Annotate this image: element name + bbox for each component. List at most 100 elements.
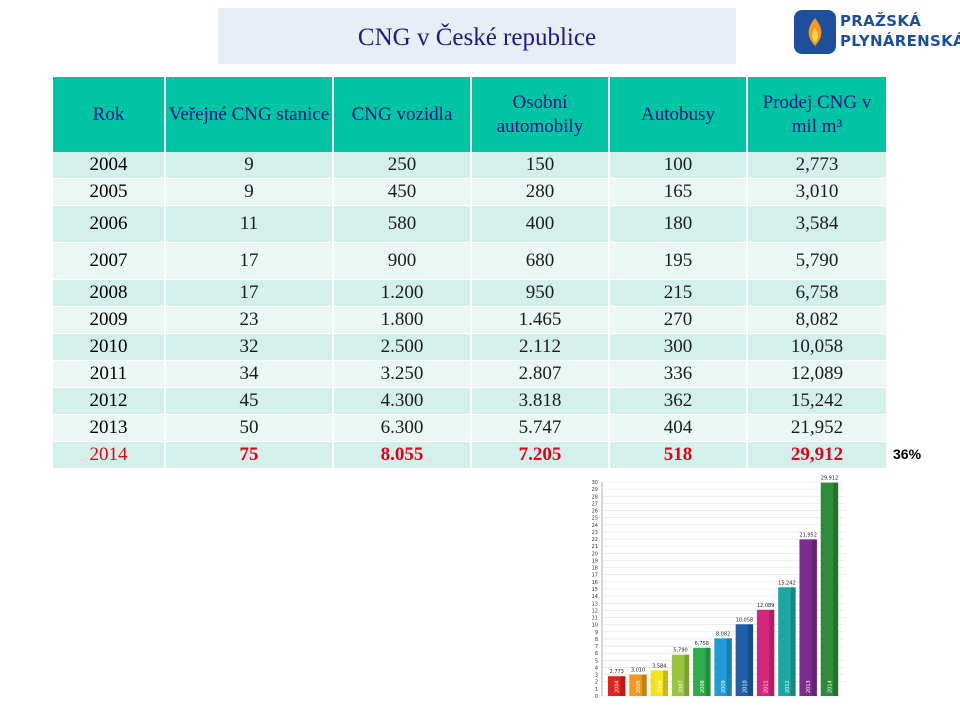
cell-year: 2005 <box>53 178 166 206</box>
bar-category-label: 2009 <box>721 680 727 693</box>
bar-value-label: 6,758 <box>695 641 709 647</box>
bar-category-label: 2007 <box>679 680 685 693</box>
cell-sales: 3,010 <box>747 178 886 206</box>
table-row: 2006 11 580 400 180 3,584 <box>53 205 886 243</box>
cell-sales: 6,758 <box>747 279 886 307</box>
y-tick-label: 30 <box>592 480 598 486</box>
y-tick-label: 4 <box>595 665 598 671</box>
cell-vehicles: 580 <box>333 205 472 243</box>
logo-text-line1: PRAŽSKÁ <box>840 12 922 30</box>
cell-cars: 5.747 <box>471 414 610 442</box>
bar-shade-2005 <box>641 674 647 696</box>
cell-vehicles: 3.250 <box>333 360 472 388</box>
logo-text-line2: PLYNÁRENSKÁ <box>840 32 960 50</box>
y-tick-label: 1 <box>595 687 598 693</box>
table-row: 2011 34 3.250 2.807 336 12,089 <box>53 360 886 388</box>
y-tick-label: 7 <box>595 644 598 650</box>
bar-2004 <box>608 676 626 696</box>
cell-cars: 680 <box>471 242 610 280</box>
bar-category-label: 2008 <box>700 680 706 693</box>
cell-sales: 21,952 <box>747 414 886 442</box>
cell-cars: 400 <box>471 205 610 243</box>
cell-stations: 9 <box>165 152 334 179</box>
cell-cars: 280 <box>471 178 610 206</box>
y-tick-label: 17 <box>592 573 598 579</box>
y-tick-label: 8 <box>595 637 598 643</box>
cell-sales: 29,912 <box>747 441 886 469</box>
bar-shade-2006 <box>663 670 668 696</box>
cell-sales: 12,089 <box>747 360 886 388</box>
bar-value-label: 10,058 <box>736 617 754 623</box>
cell-sales: 8,082 <box>747 306 886 334</box>
growth-percentage: 36% <box>893 446 922 462</box>
header-prodej-cng: Prodej CNG v mil m³ <box>747 77 886 152</box>
cell-year: 2011 <box>53 360 166 388</box>
cell-sales: 3,584 <box>747 205 886 243</box>
bar-2010 <box>735 624 754 696</box>
y-tick-label: 28 <box>592 494 598 500</box>
bar-2006 <box>650 670 668 696</box>
bar-value-label: 15,242 <box>778 580 796 586</box>
cell-stations: 17 <box>165 279 334 307</box>
bar-2013 <box>799 539 817 696</box>
bar-value-label: 5,790 <box>673 648 687 654</box>
y-tick-label: 16 <box>592 580 598 586</box>
bar-value-label: 21,952 <box>799 532 817 538</box>
cell-stations: 34 <box>165 360 334 388</box>
y-tick-label: 13 <box>592 601 598 607</box>
bar-category-label: 2013 <box>806 680 812 693</box>
cell-vehicles: 900 <box>333 242 472 280</box>
cell-vehicles: 1.200 <box>333 279 472 307</box>
cell-vehicles: 450 <box>333 178 472 206</box>
table-row: 2007 17 900 680 195 5,790 <box>53 242 886 280</box>
table-row: 2013 50 6.300 5.747 404 21,952 <box>53 414 886 442</box>
table-body: 2004 9 250 150 100 2,773 2005 9 450 280 165 3,010 20… <box>53 152 886 469</box>
bar-category-label: 2014 <box>827 680 833 693</box>
y-tick-label: 2 <box>595 680 598 686</box>
y-tick-label: 27 <box>592 501 598 507</box>
cell-cars: 1.465 <box>471 306 610 334</box>
table-row: 2010 32 2.500 2.112 300 10,058 <box>53 333 886 361</box>
header-autobusy: Autobusy <box>609 77 748 152</box>
bar-value-label: 12,089 <box>757 603 775 609</box>
cell-buses: 336 <box>609 360 748 388</box>
bar-value-label: 29,912 <box>821 476 839 482</box>
header-verejne-cng-stanice: Veřejné CNG stanice <box>165 77 334 152</box>
cell-buses: 165 <box>609 178 748 206</box>
bar-shade-2004 <box>620 676 626 696</box>
company-logo: PRAŽSKÁ PLYNÁRENSKÁ <box>794 10 960 58</box>
cell-vehicles: 250 <box>333 152 472 179</box>
cell-year: 2004 <box>53 152 166 179</box>
title-background <box>218 8 736 64</box>
cell-vehicles: 2.500 <box>333 333 472 361</box>
y-tick-label: 20 <box>592 551 598 557</box>
cell-buses: 100 <box>609 152 748 179</box>
cell-year: 2009 <box>53 306 166 334</box>
cell-buses: 180 <box>609 205 748 243</box>
y-tick-label: 11 <box>592 616 598 622</box>
table-row: 2005 9 450 280 165 3,010 <box>53 178 886 206</box>
y-tick-label: 12 <box>592 608 598 614</box>
cell-vehicles: 6.300 <box>333 414 472 442</box>
cell-vehicles: 4.300 <box>333 387 472 415</box>
table-header-row: Rok Veřejné CNG stanice CNG vozidla Osobní … <box>53 77 886 152</box>
y-tick-label: 29 <box>592 487 598 493</box>
cell-buses: 300 <box>609 333 748 361</box>
y-tick-label: 19 <box>592 558 598 564</box>
y-tick-label: 26 <box>592 509 598 515</box>
y-tick-label: 6 <box>595 651 598 657</box>
cell-sales: 5,790 <box>747 242 886 280</box>
y-tick-label: 21 <box>592 544 598 550</box>
bar-2008 <box>693 647 711 696</box>
y-tick-label: 25 <box>592 516 598 522</box>
bar-category-label: 2005 <box>636 680 642 693</box>
bar-shade-2012 <box>790 587 796 696</box>
table-row: 2012 45 4.300 3.818 362 15,242 <box>53 387 886 415</box>
bar-shade-2007 <box>684 654 690 696</box>
cell-cars: 7.205 <box>471 441 610 469</box>
bar-shade-2008 <box>705 647 711 696</box>
cell-year: 2006 <box>53 205 166 243</box>
y-tick-label: 3 <box>595 673 598 679</box>
bar-2007 <box>671 654 690 696</box>
y-tick-label: 14 <box>592 594 598 600</box>
